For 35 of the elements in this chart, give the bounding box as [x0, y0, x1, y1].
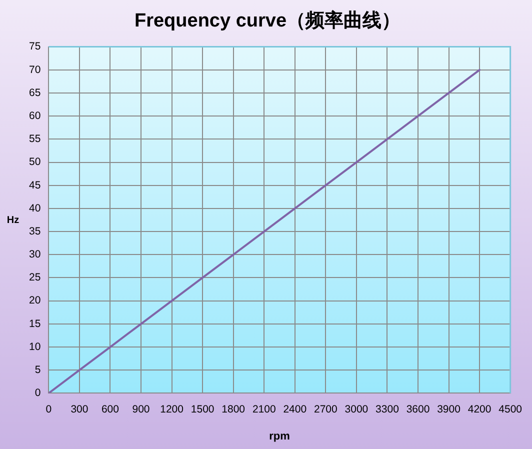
x-tick-label: 3300	[376, 403, 400, 416]
x-tick-label: 3900	[437, 403, 461, 416]
y-tick-label: 75	[28, 40, 41, 53]
y-tick-label: 70	[28, 64, 41, 76]
y-tick-label: 35	[28, 225, 41, 238]
x-tick-label: 1200	[160, 403, 184, 416]
x-tick-label: 1800	[222, 403, 246, 416]
y-tick-label: 0	[34, 387, 41, 400]
y-tick-label: 15	[28, 318, 41, 330]
x-tick-label: 3000	[344, 403, 368, 416]
x-tick-label: 4500	[498, 403, 522, 416]
y-tick-label: 50	[28, 156, 41, 168]
x-tick-label: 1500	[190, 403, 214, 416]
x-tick-label: 2400	[283, 403, 307, 416]
y-tick-label: 65	[28, 86, 41, 99]
x-tick-label: 600	[101, 403, 120, 416]
y-tick-label: 30	[28, 248, 41, 261]
x-tick-label: 300	[70, 403, 88, 416]
y-axis-title: Hz	[6, 214, 20, 226]
x-tick-label: 0	[46, 403, 52, 416]
y-tick-label: 20	[28, 294, 41, 307]
y-tick-label: 45	[28, 179, 41, 192]
x-tick-label: 2700	[314, 403, 338, 416]
x-tick-label: 4200	[468, 403, 492, 416]
y-tick-label: 10	[28, 340, 41, 353]
y-tick-label: 55	[28, 133, 41, 146]
y-tick-label: 60	[28, 110, 41, 122]
y-tick-label: 40	[28, 202, 41, 214]
chart-title: Frequency curve（频率曲线）	[134, 10, 401, 32]
x-tick-label: 900	[132, 403, 150, 416]
x-tick-label: 3600	[406, 403, 430, 416]
y-tick-label: 5	[34, 364, 41, 376]
x-tick-label: 2100	[252, 403, 276, 416]
x-axis-title: rpm	[269, 430, 290, 442]
y-tick-label: 25	[28, 272, 41, 284]
